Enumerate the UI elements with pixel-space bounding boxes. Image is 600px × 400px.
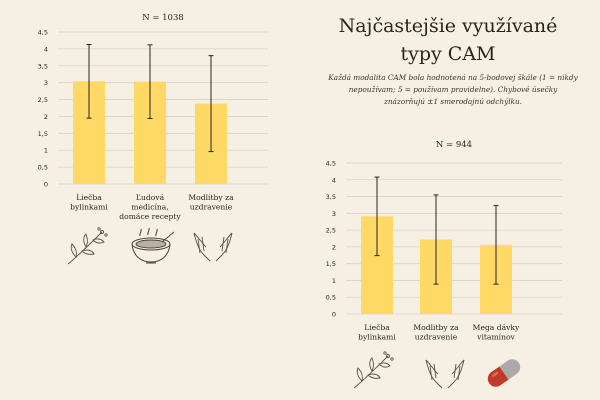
y-tick-label: 2,5 xyxy=(326,227,336,235)
soup-bowl-icon xyxy=(131,227,175,264)
x-tick-label: Liečba bylinkami xyxy=(358,323,396,342)
x-tick-label: Liečba bylinkami xyxy=(70,193,108,212)
y-tick-label: 2 xyxy=(44,113,48,121)
x-tick-label-line: Modlitby za xyxy=(413,323,459,332)
y-tick-label: 3,5 xyxy=(38,62,48,70)
y-tick-label: 2,5 xyxy=(38,96,48,104)
y-tick-label: 3,5 xyxy=(326,193,336,201)
y-tick-label: 0,5 xyxy=(38,164,48,172)
y-tick-label: 3 xyxy=(44,79,48,87)
y-tick-label: 4 xyxy=(332,176,336,184)
x-tick-label-line: bylinkami xyxy=(358,333,396,342)
x-tick-label-line: bylinkami xyxy=(70,203,108,212)
x-tick-label-line: Ľudová xyxy=(136,193,165,202)
praying-hands-icon xyxy=(193,232,233,262)
y-tick-label: 1 xyxy=(44,147,48,155)
x-tick-label-line: uzdravenie xyxy=(190,203,233,212)
x-tick-label-line: Liečba xyxy=(76,193,102,202)
x-tick-label: Ľudová medicína, domáce recepty xyxy=(119,193,181,221)
page-title: Najčastejšie využívané typy CAM xyxy=(338,15,558,65)
herb-branch-icon xyxy=(67,227,108,265)
y-tick-label: 2 xyxy=(332,243,336,251)
y-tick-label: 4,5 xyxy=(326,160,336,168)
x-tick-label-line: Liečba xyxy=(364,323,390,332)
y-tick-label: 1 xyxy=(332,277,336,285)
x-tick-label-line: medicína, xyxy=(131,203,169,212)
y-tick-label: 0,5 xyxy=(326,294,336,302)
x-tick-label-line: domáce recepty xyxy=(119,212,181,221)
y-tick-label: 0 xyxy=(44,181,48,189)
x-tick-label-line: Mega dávky xyxy=(473,323,520,332)
x-tick-label: Modlitby za uzdravenie xyxy=(188,193,234,212)
x-tick-label: Mega dávky vitamínov xyxy=(473,323,520,342)
y-tick-label: 1,5 xyxy=(38,130,48,138)
x-tick-label-line: vitamínov xyxy=(476,333,515,342)
herb-branch-icon xyxy=(353,351,394,389)
chart-n-label: N = 1038 xyxy=(142,13,184,23)
x-tick-label-line: Modlitby za xyxy=(188,193,234,202)
x-tick-label: Modlitby za uzdravenie xyxy=(413,323,459,342)
page-subtitle: Každá modalita CAM bola hodnotená na 5-b… xyxy=(328,73,578,106)
y-tick-label: 3 xyxy=(332,210,336,218)
x-tick-label-line: uzdravenie xyxy=(415,333,458,342)
pill-capsule-icon xyxy=(487,359,521,387)
chart-n-label: N = 944 xyxy=(436,140,472,150)
y-tick-label: 4,5 xyxy=(38,29,48,37)
y-tick-label: 4 xyxy=(44,45,48,53)
y-tick-label: 1,5 xyxy=(326,260,336,268)
y-tick-label: 0 xyxy=(332,311,336,319)
praying-hands-icon xyxy=(425,359,465,389)
